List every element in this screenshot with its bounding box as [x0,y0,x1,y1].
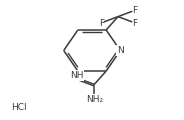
Text: NH₂: NH₂ [86,95,103,104]
Text: HCl: HCl [11,103,27,112]
Text: N: N [117,46,124,55]
Text: F: F [132,19,137,28]
Text: F: F [132,6,137,15]
Text: NH: NH [70,71,83,80]
Text: F: F [99,19,104,28]
